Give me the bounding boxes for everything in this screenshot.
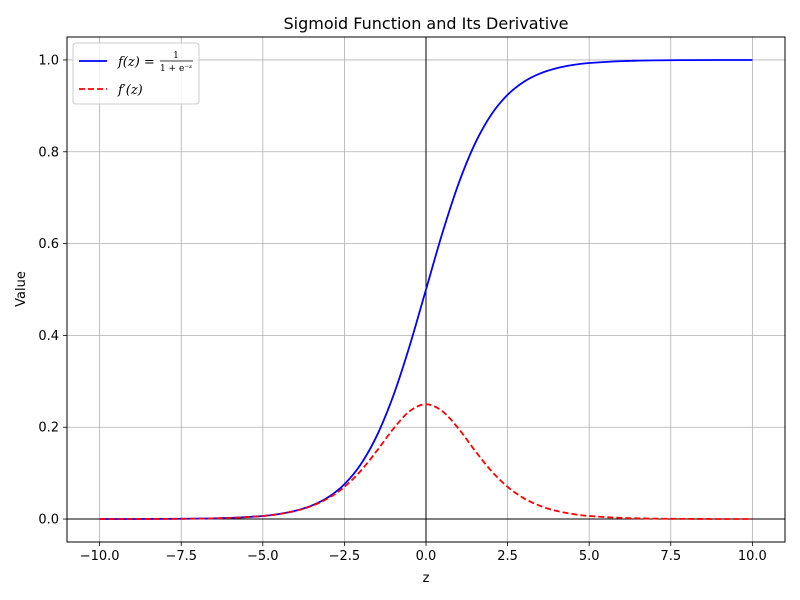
y-tick-label: 0.8 xyxy=(38,145,59,160)
x-tick-label: 7.5 xyxy=(660,549,681,564)
legend-label-sigmoid: f(z) = xyxy=(117,55,155,70)
chart-title: Sigmoid Function and Its Derivative xyxy=(283,14,568,33)
series-layer xyxy=(99,59,753,520)
x-tick-label: 5.0 xyxy=(579,549,600,564)
legend-label-derivative: f′(z) xyxy=(117,83,143,98)
legend-fraction-numerator: 1 xyxy=(173,51,179,61)
x-tick-label: 0.0 xyxy=(416,549,437,564)
x-tick-label: −7.5 xyxy=(165,549,197,564)
y-tick-label: 0.0 xyxy=(38,513,59,528)
x-axis-label: z xyxy=(423,571,430,586)
y-tick-label: 0.2 xyxy=(38,421,59,436)
y-tick-label: 1.0 xyxy=(38,53,59,68)
x-tick-label: −5.0 xyxy=(247,549,279,564)
y-axis-ticks: 0.0 0.2 0.4 0.6 0.8 1.0 xyxy=(38,53,67,528)
legend-fraction-denominator: 1 + e⁻ᶻ xyxy=(160,64,192,74)
y-axis-label: Value xyxy=(14,271,29,307)
y-tick-label: 0.4 xyxy=(38,329,59,344)
legend: f(z) = 1 1 + e⁻ᶻ f′(z) xyxy=(72,42,200,105)
x-tick-label: 2.5 xyxy=(497,549,518,564)
x-axis-ticks: −10.0 −7.5 −5.0 −2.5 0.0 2.5 5.0 7.5 10.0 xyxy=(80,542,767,564)
x-tick-label: −10.0 xyxy=(80,549,120,564)
legend-box xyxy=(72,42,200,105)
y-tick-label: 0.6 xyxy=(38,237,59,252)
derivative-line xyxy=(99,403,753,520)
x-tick-label: 10.0 xyxy=(738,549,767,564)
x-tick-label: −2.5 xyxy=(329,549,361,564)
